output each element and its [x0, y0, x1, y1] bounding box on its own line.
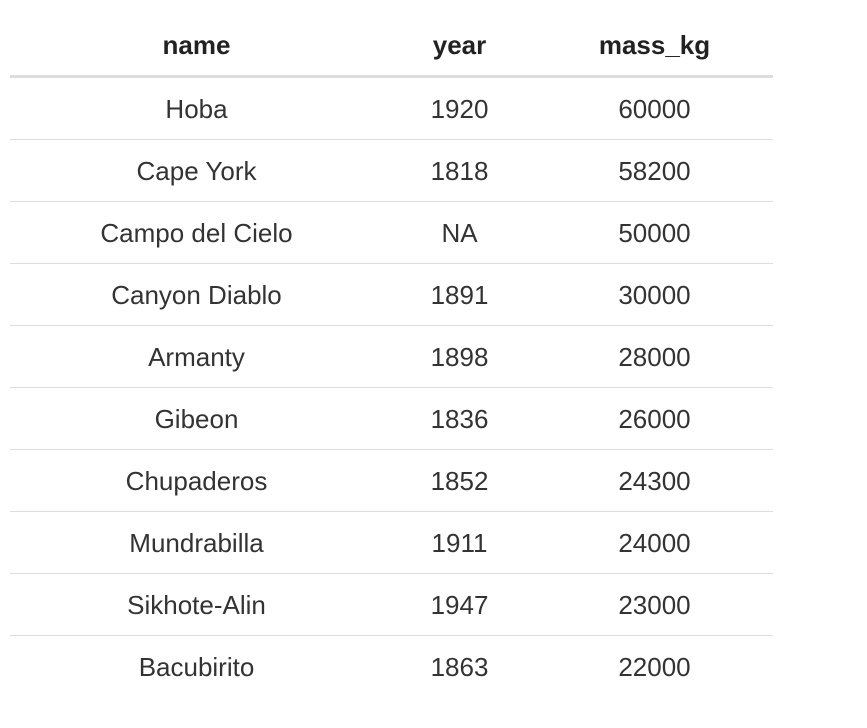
column-header-name: name	[162, 29, 231, 60]
cell-year: 1818	[430, 155, 489, 186]
cell-mass-kg: 22000	[618, 651, 691, 682]
table-row: Hoba 1920 60000	[10, 78, 773, 140]
cell-year: 1852	[430, 465, 489, 496]
table-row: Chupaderos 1852 24300	[10, 450, 773, 512]
cell-mass-kg: 24300	[618, 465, 691, 496]
meteorite-table: name year mass_kg Hoba 1920 60000 Cape Y…	[10, 14, 773, 697]
column-header-year: year	[432, 29, 487, 60]
cell-mass-kg: 23000	[618, 589, 691, 620]
table-row: Gibeon 1836 26000	[10, 388, 773, 450]
table-row: Mundrabilla 1911 24000	[10, 512, 773, 574]
table-row: Armanty 1898 28000	[10, 326, 773, 388]
cell-name: Mundrabilla	[129, 527, 264, 558]
cell-name: Sikhote-Alin	[127, 589, 266, 620]
cell-year: 1911	[431, 527, 488, 558]
table-row: Cape York 1818 58200	[10, 140, 773, 202]
cell-mass-kg: 30000	[618, 279, 691, 310]
cell-name: Bacubirito	[138, 651, 255, 682]
cell-name: Campo del Cielo	[100, 217, 293, 248]
cell-year: 1898	[430, 341, 489, 372]
cell-name: Gibeon	[154, 403, 239, 434]
table-row: Campo del Cielo NA 50000	[10, 202, 773, 264]
cell-mass-kg: 24000	[618, 527, 691, 558]
cell-mass-kg: 60000	[618, 93, 691, 124]
cell-year: 1863	[430, 651, 489, 682]
cell-mass-kg: 26000	[618, 403, 691, 434]
cell-name: Hoba	[165, 93, 228, 124]
cell-year: NA	[441, 217, 478, 248]
cell-mass-kg: 50000	[618, 217, 691, 248]
column-header-mass-kg: mass_kg	[598, 29, 711, 60]
table-row: Sikhote-Alin 1947 23000	[10, 574, 773, 636]
cell-name: Chupaderos	[125, 465, 268, 496]
table-row: Canyon Diablo 1891 30000	[10, 264, 773, 326]
cell-year: 1947	[430, 589, 489, 620]
cell-name: Cape York	[136, 155, 257, 186]
cell-mass-kg: 58200	[618, 155, 691, 186]
cell-year: 1920	[430, 93, 489, 124]
cell-name: Canyon Diablo	[111, 279, 282, 310]
table-row: Bacubirito 1863 22000	[10, 636, 773, 697]
cell-mass-kg: 28000	[618, 341, 691, 372]
cell-name: Armanty	[148, 341, 245, 372]
table-header-row: name year mass_kg	[10, 14, 773, 78]
cell-year: 1891	[430, 279, 489, 310]
cell-year: 1836	[430, 403, 489, 434]
